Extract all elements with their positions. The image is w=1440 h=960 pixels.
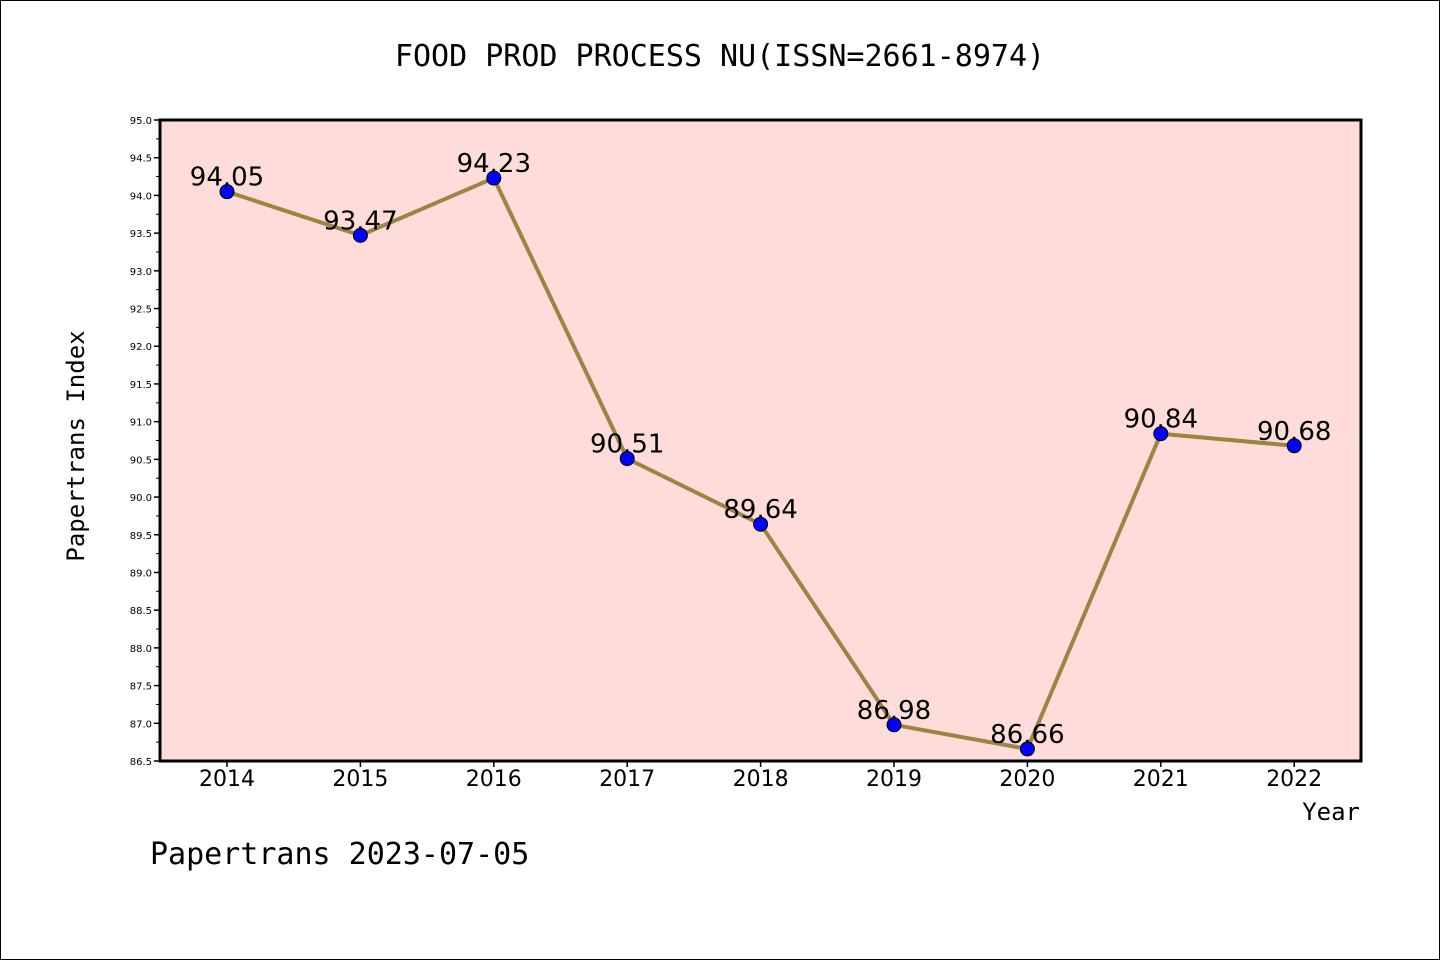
- data-label: 94.05: [190, 163, 264, 193]
- y-tick-label: 91.5: [130, 380, 152, 391]
- data-point: [352, 227, 368, 243]
- y-tick-label: 88.5: [130, 606, 152, 617]
- x-tick-label: 2017: [599, 767, 655, 792]
- x-tick-label: 2020: [999, 767, 1055, 792]
- data-label: 90.51: [590, 430, 664, 460]
- chart-title: FOOD PROD PROCESS NU(ISSN=2661-8974): [395, 39, 1045, 74]
- y-tick-label: 91.0: [130, 418, 152, 429]
- data-label: 89.64: [723, 495, 797, 525]
- data-point: [1153, 426, 1169, 442]
- y-tick-label: 92.5: [130, 305, 152, 316]
- y-tick-label: 93.0: [130, 267, 152, 278]
- data-label: 90.68: [1257, 417, 1331, 447]
- y-tick-label: 89.0: [130, 568, 152, 579]
- x-axis: 2014 2015 2016 2017 2018 2019 2020 2021 2022: [199, 761, 1322, 792]
- y-tick-label: 86.5: [130, 757, 152, 768]
- y-tick-label: 89.5: [130, 531, 152, 542]
- y-tick-label: 94.0: [130, 191, 152, 202]
- x-tick-label: 2021: [1133, 767, 1189, 792]
- data-label: 94.23: [457, 149, 531, 179]
- y-tick-label: 87.0: [130, 719, 152, 730]
- y-tick-label: 95.0: [130, 116, 152, 127]
- data-point: [219, 184, 235, 200]
- data-label: 93.47: [323, 206, 397, 236]
- y-tick-label: 87.5: [130, 682, 152, 693]
- x-tick-label: 2019: [866, 767, 922, 792]
- data-markers: [219, 170, 1302, 757]
- footer-text: Papertrans 2023-07-05: [150, 837, 529, 872]
- y-tick-label: 92.0: [130, 342, 152, 353]
- x-axis-label: Year: [1302, 798, 1360, 826]
- y-axis: 86.5 87.0 87.5 88.0 88.5 89.0 89.5 90.0 90.5 91.0…: [130, 116, 160, 768]
- y-tick-label: 94.5: [130, 154, 152, 165]
- y-tick-label: 88.0: [130, 644, 152, 655]
- data-label: 86.98: [857, 696, 931, 726]
- y-tick-label: 90.0: [130, 493, 152, 504]
- y-axis-label: Papertrans Index: [62, 330, 90, 561]
- x-tick-label: 2015: [332, 767, 388, 792]
- data-point: [619, 451, 635, 467]
- data-label: 90.84: [1124, 405, 1198, 435]
- y-tick-label: 93.5: [130, 229, 152, 240]
- x-tick-label: 2016: [466, 767, 522, 792]
- y-tick-label: 90.5: [130, 455, 152, 466]
- data-point: [1019, 741, 1035, 757]
- data-label: 86.66: [990, 720, 1064, 750]
- x-tick-label: 2018: [733, 767, 789, 792]
- data-point: [486, 170, 502, 186]
- data-point: [1286, 438, 1302, 454]
- data-labels: 94.05 93.47 94.23 90.51 89.64 86.98 86.66 90.84…: [190, 149, 1332, 750]
- x-tick-label: 2022: [1266, 767, 1322, 792]
- data-point: [753, 516, 769, 532]
- x-tick-label: 2014: [199, 767, 255, 792]
- data-point: [886, 717, 902, 733]
